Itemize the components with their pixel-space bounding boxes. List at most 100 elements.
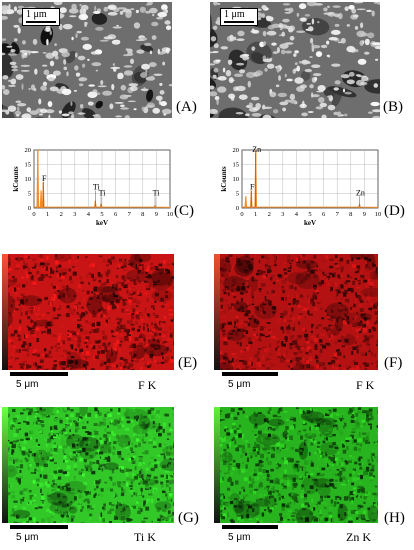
sem-grain <box>272 51 278 54</box>
map-pixel <box>341 335 343 338</box>
map-pixel <box>325 432 330 434</box>
sem-grain <box>294 62 298 66</box>
panel-label-c: (C) <box>174 203 194 219</box>
map-pixel <box>138 491 141 496</box>
map-pixel <box>58 501 62 504</box>
map-pixel <box>154 323 157 326</box>
map-pixel <box>134 311 139 316</box>
map-pixel <box>260 303 263 308</box>
map-pixel <box>377 484 378 487</box>
x-tick-label: 4 <box>295 211 299 218</box>
sem-grain <box>42 52 47 54</box>
map-pixel <box>360 274 365 279</box>
map-pixel <box>22 408 26 412</box>
map-pixel <box>97 410 100 415</box>
map-pixel <box>138 462 142 466</box>
map-pixel <box>32 366 36 368</box>
sem-grain <box>38 98 42 105</box>
map-pixel <box>108 442 112 445</box>
map-pixel <box>125 468 129 473</box>
map-pixel <box>341 341 346 344</box>
map-pixel <box>335 413 340 416</box>
map-pixel <box>309 412 313 417</box>
map-pixel <box>107 413 112 417</box>
sem-grain <box>262 104 266 110</box>
map-pixel <box>337 287 342 290</box>
map-pixel <box>150 407 155 411</box>
map-pixel <box>359 505 364 508</box>
map-pixel <box>115 434 120 439</box>
map-pixel <box>376 425 378 428</box>
map-pixel <box>31 320 34 323</box>
map-pixel <box>356 281 359 285</box>
map-pixel <box>52 285 57 289</box>
map-pixel <box>24 452 29 456</box>
map-pixel <box>274 259 277 264</box>
map-pixel <box>37 365 42 369</box>
map-pixel <box>242 309 245 313</box>
map-pixel <box>245 365 250 369</box>
map-pixel <box>376 455 378 458</box>
map-pixel <box>319 362 324 367</box>
map-pixel <box>26 346 31 350</box>
map-pixel <box>55 266 58 270</box>
map-pixel <box>329 507 333 509</box>
map-pixel <box>125 309 129 313</box>
map-pixel <box>149 487 152 490</box>
map-pixel <box>241 356 245 358</box>
y-tick-label: 5 <box>236 191 239 198</box>
scale-label-e: 5 μm <box>16 379 39 390</box>
map-pixel <box>66 288 69 292</box>
map-dark-region <box>268 418 285 427</box>
map-pixel <box>289 425 295 430</box>
map-pixel <box>148 493 153 496</box>
map-pixel <box>310 438 313 443</box>
map-pixel <box>359 443 362 447</box>
map-pixel <box>99 437 102 441</box>
map-pixel <box>13 457 16 460</box>
map-pixel <box>254 256 258 259</box>
map-pixel <box>228 337 230 340</box>
map-pixel <box>116 281 121 285</box>
map-pixel <box>105 299 110 303</box>
map-pixel <box>297 290 299 293</box>
map-pixel <box>310 336 315 338</box>
map-pixel <box>302 420 306 424</box>
map-dark-region <box>236 255 255 274</box>
map-pixel <box>246 344 248 347</box>
map-pixel <box>262 271 266 274</box>
sem-image-a: 1 μm <box>2 2 172 118</box>
map-pixel <box>367 298 371 303</box>
map-pixel <box>229 333 234 335</box>
map-dark-region <box>36 407 54 416</box>
map-pixel <box>337 309 342 313</box>
map-pixel <box>120 484 123 486</box>
map-pixel <box>106 293 110 297</box>
map-pixel <box>149 329 152 333</box>
map-pixel <box>265 311 267 315</box>
map-pixel <box>265 335 269 338</box>
map-pixel <box>102 421 106 426</box>
map-pixel <box>53 425 58 430</box>
map-pixel <box>240 260 243 262</box>
sem-grain <box>149 7 158 14</box>
sem-grain <box>236 62 245 66</box>
map-pixel <box>273 264 277 267</box>
map-pixel <box>360 486 364 490</box>
map-pixel <box>39 407 43 411</box>
map-pixel <box>298 430 301 433</box>
map-pixel <box>122 301 126 306</box>
map-pixel <box>165 268 168 272</box>
map-pixel <box>238 424 242 428</box>
sem-grain <box>125 48 129 51</box>
map-pixel <box>242 462 244 464</box>
map-pixel <box>355 328 360 332</box>
map-pixel <box>135 314 140 319</box>
map-pixel <box>121 324 126 329</box>
map-pixel <box>60 514 65 517</box>
sem-grain <box>54 55 59 60</box>
map-pixel <box>329 333 331 338</box>
map-pixel <box>28 271 32 275</box>
map-pixel <box>133 326 136 329</box>
map-pixel <box>118 264 121 268</box>
